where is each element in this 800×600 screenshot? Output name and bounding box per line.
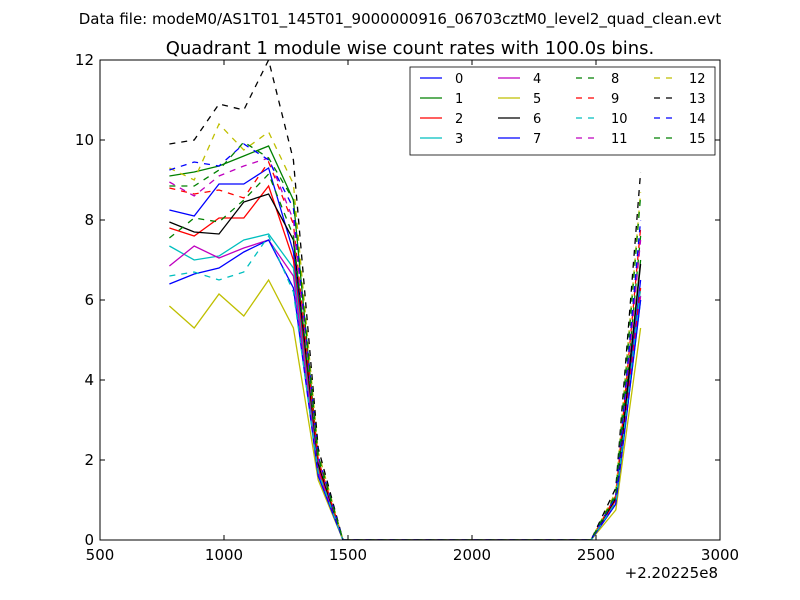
legend-label: 11 (611, 132, 628, 147)
x-tick-label: 500 (86, 546, 115, 564)
legend-label: 10 (611, 112, 628, 127)
x-tick-label: 1500 (329, 546, 367, 564)
legend-label: 8 (611, 72, 619, 87)
legend-label: 1 (455, 92, 463, 107)
chart-title: Quadrant 1 module wise count rates with … (166, 38, 655, 59)
series-line-14 (169, 143, 642, 540)
y-tick-label: 2 (84, 451, 94, 469)
figure-suptitle: Data file: modeM0/AS1T01_145T01_90000009… (79, 10, 722, 29)
x-axis-offset-label: +2.20225e8 (625, 564, 718, 582)
y-tick-label: 4 (84, 371, 94, 389)
series-line-8 (168, 172, 642, 540)
y-tick-label: 10 (75, 131, 94, 149)
legend-label: 0 (455, 72, 463, 87)
x-tick-label: 1000 (205, 546, 243, 564)
legend-label: 3 (455, 132, 463, 147)
series-line-0 (169, 166, 642, 540)
series-line-4 (168, 239, 642, 540)
y-tick-label: 0 (84, 531, 94, 549)
x-tick-label: 2500 (577, 546, 615, 564)
legend-label: 2 (455, 112, 463, 127)
series-line-3 (169, 233, 642, 540)
legend-label: 9 (611, 92, 619, 107)
legend-label: 7 (533, 132, 541, 147)
series-line-15 (169, 141, 642, 540)
legend-label: 12 (689, 72, 706, 87)
series-line-12 (169, 122, 642, 540)
series-line-9 (169, 160, 642, 540)
legend-label: 5 (533, 92, 541, 107)
legend-label: 15 (689, 132, 706, 147)
legend-label: 4 (533, 72, 541, 87)
series-line-7 (169, 239, 642, 540)
legend-label: 13 (689, 92, 706, 107)
y-tick-label: 8 (84, 211, 94, 229)
series-line-1 (169, 145, 642, 540)
y-tick-label: 12 (75, 51, 94, 69)
y-tick-label: 6 (84, 291, 94, 309)
plot-area (168, 60, 642, 540)
legend-label: 14 (689, 112, 706, 127)
x-tick-label: 3000 (701, 546, 739, 564)
x-tick-label: 2000 (453, 546, 491, 564)
series-line-11 (169, 157, 642, 540)
series-line-10 (169, 234, 642, 540)
legend-box (409, 66, 716, 156)
series-line-6 (169, 193, 642, 540)
series-line-5 (168, 278, 642, 540)
legend-label: 6 (533, 112, 541, 127)
series-line-2 (169, 184, 642, 540)
